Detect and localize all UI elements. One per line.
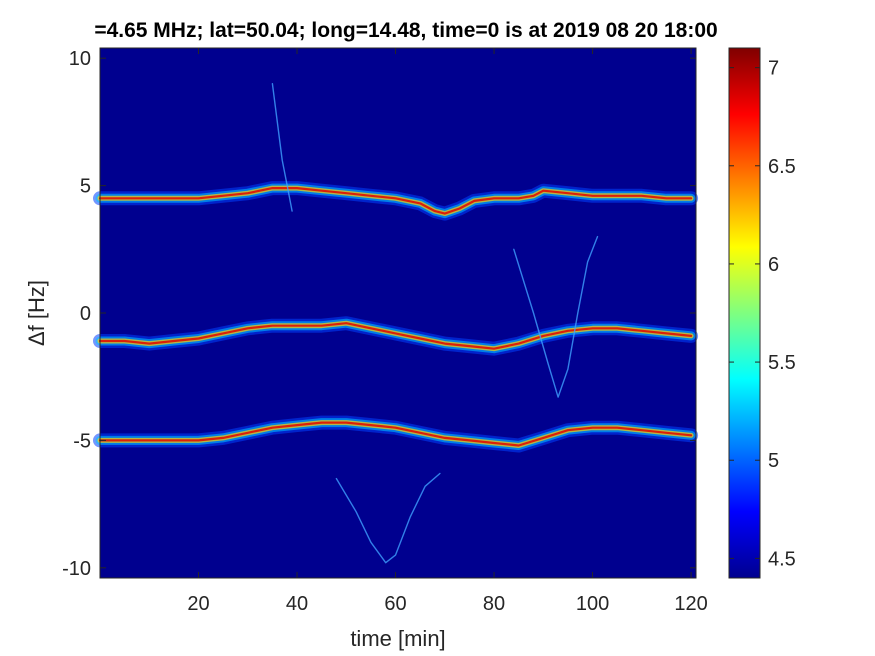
plot-area: [100, 48, 696, 578]
chart-title: =4.65 MHz; lat=50.04; long=14.48, time=0…: [94, 19, 717, 42]
x-tick-label: 120: [674, 593, 707, 615]
y-axis-label: Δf [Hz]: [24, 280, 49, 346]
faint-trace-3: [271, 83, 293, 212]
colorbar: [728, 47, 761, 579]
x-axis: 20 40 60 80 100 120: [187, 48, 708, 615]
colorbar-tick-label: 5.5: [768, 352, 796, 374]
colorbar-tick-label: 6.5: [768, 156, 796, 178]
y-tick-label: 10: [69, 48, 91, 70]
x-tick-label: 60: [384, 593, 406, 615]
faint-trace-2: [513, 235, 599, 398]
colorbar-tick-label: 6: [768, 254, 779, 276]
plot-content: [93, 83, 699, 564]
x-tick-label: 100: [576, 593, 609, 615]
x-tick-label: 40: [286, 593, 308, 615]
faint-trace-1: [335, 472, 441, 564]
spectral-trace-2-layer-4: [98, 322, 693, 350]
y-tick-label: -5: [73, 430, 91, 452]
colorbar-tick-label: 7: [768, 58, 779, 80]
x-tick-label: 80: [483, 593, 505, 615]
y-tick-label: -10: [62, 558, 91, 580]
colorbar-tick-label: 5: [768, 450, 779, 472]
colorbar-ticks: 4.5 5 5.5 6 6.5 7: [729, 58, 796, 570]
y-axis: -10 -5 0 5 10: [62, 48, 696, 580]
y-tick-label: 0: [80, 303, 91, 325]
x-axis-label: time [min]: [350, 626, 445, 651]
y-tick-label: 5: [80, 176, 91, 198]
spectral-trace-1-layer-4: [98, 187, 693, 215]
spectral-trace-3-layer-4: [98, 421, 693, 447]
x-tick-label: 20: [187, 593, 209, 615]
colorbar-tick-label: 4.5: [768, 548, 796, 570]
